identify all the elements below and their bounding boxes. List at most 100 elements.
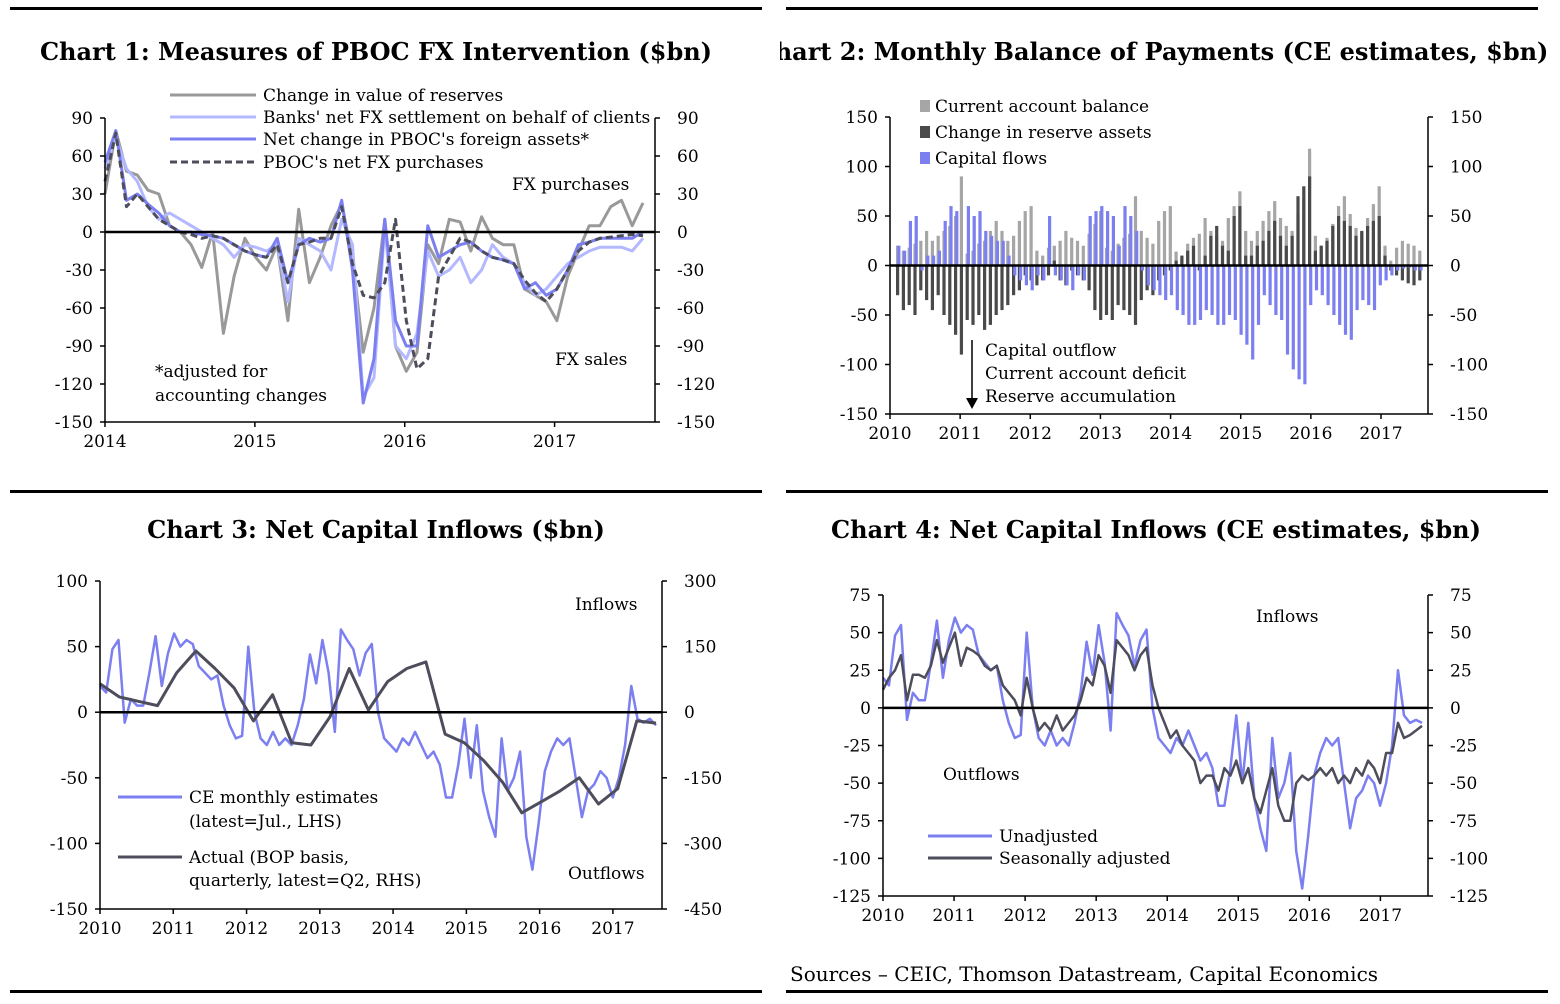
- x-tick-label: 2017: [1359, 424, 1402, 444]
- bar-reserve-assets: [1325, 240, 1329, 266]
- left-tick-label: -90: [66, 337, 93, 357]
- bar-capital-flows: [1338, 265, 1342, 325]
- bar-reserve-assets: [1278, 235, 1283, 266]
- bar-reserve-assets: [1203, 255, 1207, 266]
- bar-reserve-assets: [930, 265, 934, 311]
- bar-current-account: [1418, 250, 1422, 266]
- left-tick-label: 0: [867, 257, 878, 277]
- bar-capital-flows: [949, 206, 953, 266]
- x-tick-label: 2015: [233, 432, 276, 452]
- left-tick-label: -50: [61, 769, 88, 789]
- annotation-capital-outflow: Capital outflow: [985, 341, 1117, 361]
- bar-capital-flows: [1210, 265, 1214, 315]
- bar-reserve-assets: [1104, 265, 1109, 315]
- left-tick-label: -125: [833, 887, 871, 907]
- legend-actual: Actual (BOP basis,: [188, 848, 349, 868]
- bar-reserve-assets: [1296, 196, 1300, 266]
- bar-capital-flows: [1314, 265, 1319, 291]
- bar-capital-flows: [1146, 265, 1150, 286]
- left-tick-label: 100: [56, 572, 88, 592]
- left-tick-label: 25: [849, 661, 871, 681]
- bar-capital-flows: [1355, 265, 1359, 311]
- bar-capital-flows: [1233, 265, 1237, 320]
- bar-reserve-assets: [977, 265, 981, 315]
- bar-capital-flows: [984, 230, 988, 266]
- bar-current-account: [1412, 245, 1416, 266]
- bar-current-account: [1023, 211, 1027, 266]
- legend-current-account: Current account balance: [935, 97, 1149, 117]
- x-tick-label: 2016: [1289, 424, 1332, 444]
- left-tick-label: -100: [840, 356, 878, 376]
- bar-current-account: [1313, 235, 1317, 266]
- x-tick-label: 2017: [1359, 906, 1402, 926]
- bar-reserve-assets: [1342, 220, 1346, 266]
- x-tick-label: 2010: [861, 906, 904, 926]
- chart-2-legend: Current account balance Change in reserv…: [920, 97, 1152, 169]
- bar-capital-flows: [1198, 265, 1203, 320]
- bar-reserve-assets: [1209, 235, 1213, 266]
- bar-capital-flows: [1390, 265, 1394, 276]
- bar-reserve-assets: [1000, 265, 1004, 311]
- left-tick-label: 0: [860, 699, 871, 719]
- bar-reserve-assets: [1215, 225, 1219, 266]
- bar-reserve-assets: [942, 265, 946, 315]
- bar-current-account: [1139, 230, 1143, 266]
- bar-current-account: [1035, 250, 1039, 266]
- bar-capital-flows: [1181, 265, 1185, 315]
- mid-rule-right: [786, 490, 1548, 493]
- bar-reserve-assets: [994, 265, 998, 315]
- bar-capital-flows: [1082, 265, 1086, 281]
- bar-capital-flows: [908, 220, 912, 266]
- bar-capital-flows: [1007, 255, 1011, 266]
- bar-capital-flows: [1106, 211, 1110, 266]
- x-tick-label: 2011: [152, 919, 195, 939]
- bar-current-account: [1157, 220, 1161, 266]
- x-tick-label: 2014: [371, 919, 414, 939]
- bar-capital-flows: [1129, 216, 1133, 266]
- bar-capital-flows: [1013, 265, 1017, 276]
- left-tick-label: 100: [846, 158, 878, 178]
- chart-4-title: Chart 4: Net Capital Inflows (CE estimat…: [831, 515, 1481, 544]
- right-tick-label: -120: [677, 375, 715, 395]
- bar-capital-flows: [1274, 265, 1278, 315]
- bar-capital-flows: [1326, 265, 1330, 306]
- bar-current-account: [1052, 245, 1056, 266]
- left-tick-label: 90: [71, 109, 93, 129]
- bar-capital-flows: [1135, 230, 1139, 266]
- bar-capital-flows: [1187, 265, 1191, 325]
- bar-reserve-assets: [1110, 265, 1114, 320]
- bar-capital-flows: [1367, 265, 1371, 306]
- bar-current-account: [1400, 240, 1404, 266]
- legend-seasonally-adjusted: Seasonally adjusted: [999, 849, 1171, 869]
- top-rule-left: [10, 7, 762, 10]
- bar-reserve-assets: [1180, 255, 1184, 266]
- bar-capital-flows: [1019, 265, 1023, 281]
- bar-reserve-assets: [1366, 225, 1370, 266]
- outflow-annotation: Capital outflow Current account deficit …: [966, 340, 1186, 409]
- bar-current-account: [1249, 240, 1254, 266]
- legend-reserve-assets: Change in reserve assets: [935, 123, 1152, 143]
- bar-capital-flows: [1291, 265, 1295, 370]
- fx-sales-label: FX sales: [555, 350, 627, 370]
- left-tick-label: 0: [77, 703, 88, 723]
- legend-actual-sub: quarterly, latest=Q2, RHS): [189, 871, 421, 891]
- bar-reserve-assets: [1383, 255, 1387, 266]
- bar-reserve-assets: [901, 265, 905, 311]
- chart-3-legend: CE monthly estimates (latest=Jul., LHS) …: [118, 788, 421, 891]
- bar-reserve-assets: [948, 265, 952, 325]
- bar-capital-flows: [914, 216, 918, 266]
- bar-capital-flows: [1077, 265, 1081, 276]
- bar-capital-flows: [1059, 265, 1063, 281]
- x-tick-label: 2012: [1009, 424, 1052, 444]
- bar-reserve-assets: [1046, 265, 1051, 276]
- bar-current-account: [1244, 230, 1248, 266]
- bar-reserve-assets: [1412, 265, 1416, 286]
- bar-reserve-assets: [1284, 245, 1288, 266]
- bar-capital-flows: [1268, 265, 1272, 306]
- bar-capital-flows: [978, 211, 982, 266]
- bar-reserve-assets: [1226, 250, 1230, 266]
- bar-reserve-assets: [1220, 245, 1225, 266]
- bar-capital-flows: [1227, 265, 1232, 315]
- left-tick-label: -25: [844, 737, 871, 757]
- x-tick-label: 2017: [591, 919, 634, 939]
